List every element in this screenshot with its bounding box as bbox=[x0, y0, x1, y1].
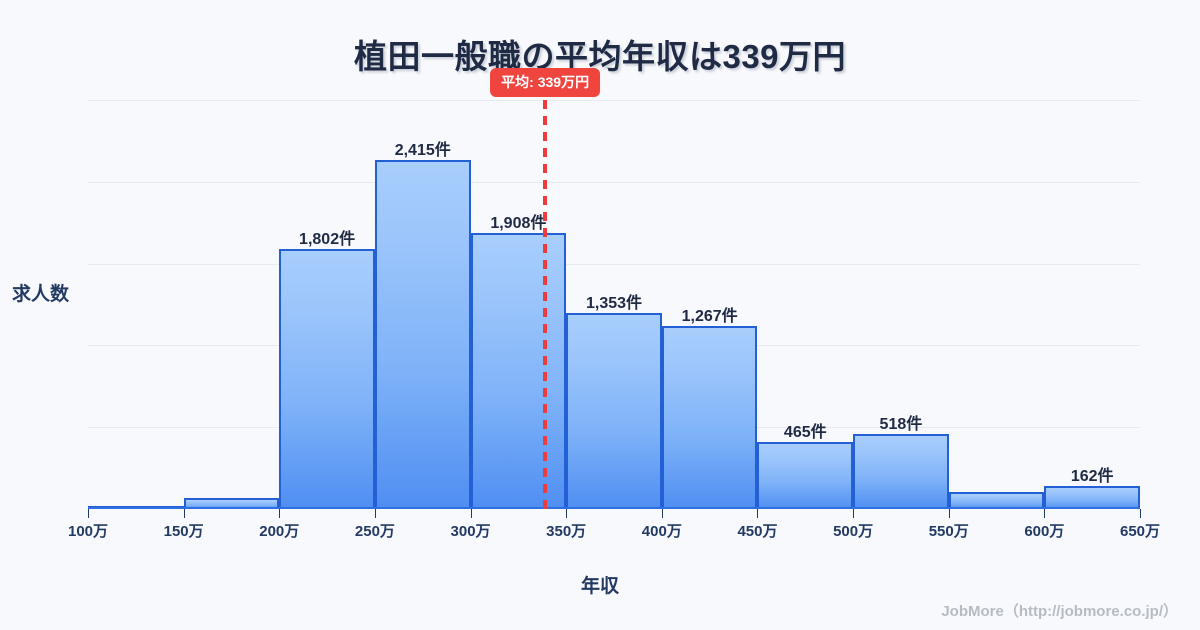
x-axis-baseline bbox=[88, 507, 1140, 509]
bar[interactable] bbox=[279, 248, 375, 509]
bar-value-label: 1,802件 bbox=[299, 230, 356, 248]
bar[interactable] bbox=[183, 497, 280, 509]
gridline bbox=[88, 100, 1140, 101]
bar-value-label: 1,353件 bbox=[585, 295, 643, 313]
x-axis-tick bbox=[470, 509, 472, 518]
x-axis-tick bbox=[948, 509, 950, 518]
x-axis-tick bbox=[374, 509, 376, 518]
x-axis-tick-label: 250万 bbox=[354, 523, 395, 540]
x-axis-tick-label: 200万 bbox=[259, 523, 300, 540]
bar-value-label: 465件 bbox=[783, 423, 827, 441]
x-axis-tick-label: 300万 bbox=[450, 523, 491, 540]
bar[interactable] bbox=[470, 233, 567, 509]
bar-value-label: 1,267件 bbox=[681, 307, 738, 325]
x-axis-tick-label: 450万 bbox=[737, 523, 778, 540]
x-axis-tick bbox=[88, 509, 89, 518]
x-axis-tick-label: 550万 bbox=[928, 523, 969, 540]
bar-value-label: 1,908件 bbox=[490, 215, 547, 233]
x-axis-tick bbox=[1140, 509, 1141, 518]
x-axis-tick bbox=[757, 509, 759, 518]
bar[interactable] bbox=[661, 325, 758, 509]
average-badge: 平均: 339万円 bbox=[490, 68, 601, 97]
x-axis-tick bbox=[566, 509, 568, 518]
bar-value-label: 518件 bbox=[879, 416, 923, 434]
bar-value-label: 2,415件 bbox=[394, 141, 451, 159]
x-axis-tick-label: 600万 bbox=[1024, 523, 1065, 540]
x-axis-tick-label: 400万 bbox=[641, 523, 682, 540]
bar[interactable] bbox=[853, 434, 949, 509]
x-axis-tick bbox=[853, 509, 855, 518]
x-axis-tick bbox=[183, 509, 185, 518]
watermark: JobMore（http://jobmore.co.jp/） bbox=[941, 603, 1178, 620]
y-axis-title: 求人数 bbox=[12, 284, 70, 305]
bar[interactable] bbox=[948, 491, 1045, 509]
bar[interactable] bbox=[566, 313, 662, 509]
x-axis-tick bbox=[661, 509, 663, 518]
x-axis-tick-label: 650万 bbox=[1119, 523, 1161, 540]
x-axis-tick bbox=[279, 509, 281, 518]
x-axis-tick-label: 150万 bbox=[163, 523, 204, 540]
gridline bbox=[88, 181, 1140, 183]
chart-plot-area: 1,802件 2,415件 1,908件 1,353件 1,267件 465件 518件 16… bbox=[68, 68, 1160, 540]
page-title: 植田一般職の平均年収は339万円 bbox=[353, 38, 847, 75]
bar[interactable] bbox=[374, 159, 471, 509]
x-axis-title: 年収 bbox=[580, 576, 619, 597]
x-axis-tick-label: 350万 bbox=[546, 523, 587, 540]
x-axis-tick-label: 100万 bbox=[67, 523, 109, 540]
average-line bbox=[543, 100, 548, 509]
bar-value-label: 162件 bbox=[1070, 467, 1114, 485]
bar[interactable] bbox=[1044, 485, 1140, 509]
x-axis-tick-label: 500万 bbox=[833, 523, 874, 540]
x-axis-tick bbox=[1044, 509, 1046, 518]
gridline bbox=[88, 263, 1140, 265]
bar[interactable] bbox=[757, 441, 854, 509]
